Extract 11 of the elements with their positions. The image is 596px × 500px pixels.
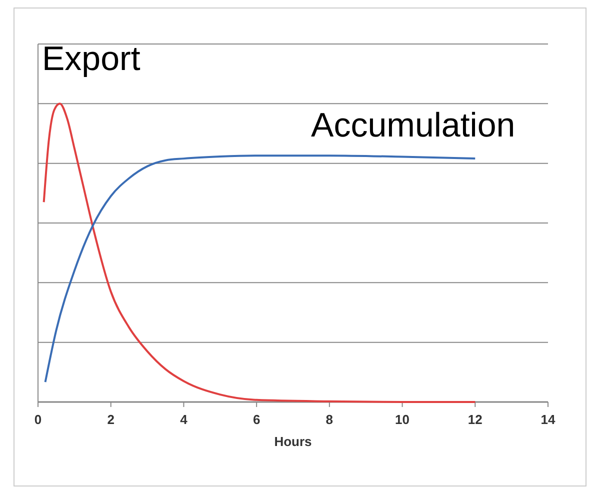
x-tick-label: 14: [540, 412, 556, 427]
series-label: Accumulation: [311, 106, 516, 145]
series-label: Export: [42, 40, 141, 78]
x-tick-label: 8: [326, 412, 334, 427]
x-tick-label: 2: [107, 412, 114, 427]
x-tick-label: 0: [34, 412, 42, 427]
x-axis-title: Hours: [274, 434, 312, 449]
x-tick-label: 12: [468, 412, 482, 427]
x-tick-label: 6: [252, 412, 260, 427]
x-tick-label: 4: [180, 412, 188, 427]
x-tick-label: 10: [395, 412, 410, 427]
